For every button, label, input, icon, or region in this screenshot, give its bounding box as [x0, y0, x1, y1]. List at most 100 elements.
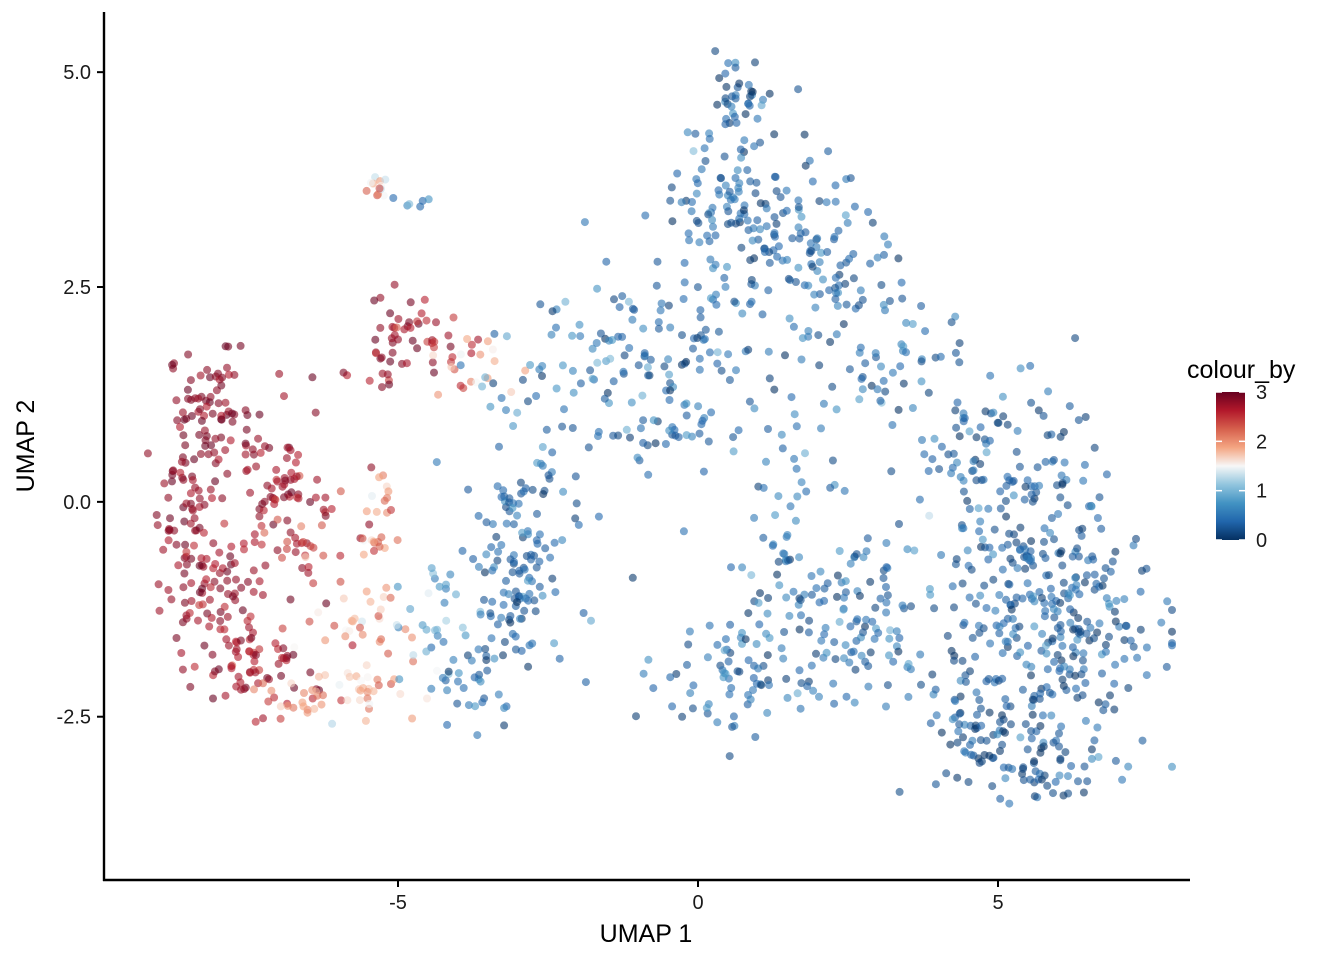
scatter-point — [1005, 799, 1014, 808]
scatter-point — [247, 633, 256, 642]
scatter-point — [715, 74, 724, 83]
scatter-point — [746, 256, 755, 265]
scatter-point — [682, 411, 691, 420]
scatter-point — [208, 409, 217, 418]
scatter-point — [600, 394, 609, 403]
scatter-point — [793, 689, 802, 698]
scatter-point — [401, 625, 410, 634]
scatter-point — [226, 436, 235, 445]
scatter-point — [1040, 524, 1049, 533]
scatter-point — [506, 618, 515, 627]
scatter-point — [319, 505, 328, 514]
scatter-point — [817, 424, 825, 433]
scatter-point — [368, 492, 376, 500]
scatter-point — [1028, 497, 1037, 506]
scatter-point — [982, 448, 991, 457]
scatter-point — [195, 430, 204, 439]
scatter-point — [735, 667, 744, 676]
scatter-point — [174, 561, 183, 570]
scatter-point — [703, 653, 712, 662]
scatter-point — [541, 544, 550, 553]
scatter-point — [898, 601, 907, 610]
scatter-point — [224, 641, 233, 650]
scatter-point — [490, 329, 499, 338]
scatter-point — [1030, 757, 1039, 766]
x-tick-label: 5 — [992, 892, 1003, 914]
scatter-point — [770, 385, 779, 394]
scatter-point — [561, 297, 570, 306]
scatter-point — [420, 295, 429, 304]
scatter-point — [794, 263, 803, 272]
scatter-point — [483, 337, 492, 346]
scatter-point — [1129, 642, 1138, 651]
scatter-point — [746, 177, 755, 186]
scatter-point — [382, 583, 391, 592]
scatter-point — [989, 550, 998, 559]
scatter-point — [386, 357, 395, 366]
scatter-point — [182, 548, 191, 556]
scatter-point — [304, 563, 313, 571]
scatter-point — [638, 391, 647, 400]
scatter-point — [892, 627, 901, 636]
scatter-point — [467, 656, 476, 665]
scatter-point — [1168, 762, 1176, 771]
scatter-point — [194, 616, 202, 625]
scatter-point — [800, 130, 809, 139]
scatter-point — [178, 618, 187, 627]
scatter-point — [741, 635, 750, 644]
scatter-point — [762, 222, 771, 231]
scatter-point — [1016, 648, 1025, 657]
scatter-point — [842, 692, 851, 701]
scatter-point — [343, 696, 352, 705]
scatter-point — [696, 313, 705, 322]
scatter-point — [223, 363, 231, 372]
scatter-point — [1027, 734, 1036, 743]
scatter-point — [1009, 630, 1018, 639]
scatter-point — [387, 334, 396, 343]
scatter-point — [270, 500, 279, 509]
scatter-point — [438, 673, 447, 682]
scatter-point — [291, 548, 300, 557]
scatter-point — [817, 636, 826, 645]
scatter-point — [264, 697, 273, 706]
scatter-point — [594, 432, 602, 441]
scatter-point — [763, 708, 772, 717]
scatter-point — [282, 545, 291, 553]
scatter-point — [1043, 665, 1052, 674]
scatter-point — [1005, 580, 1014, 589]
legend-tick-label: 1 — [1256, 481, 1267, 503]
scatter-point — [965, 427, 974, 436]
scatter-point — [850, 698, 859, 707]
scatter-point — [738, 309, 747, 318]
scatter-point — [313, 475, 322, 484]
scatter-point — [422, 316, 431, 325]
scatter-point — [548, 448, 557, 457]
scatter-point — [628, 315, 637, 324]
scatter-point — [238, 606, 247, 615]
scatter-point — [902, 318, 911, 327]
scatter-point — [488, 345, 497, 354]
scatter-point — [1078, 524, 1087, 533]
scatter-point — [982, 736, 991, 745]
scatter-point — [1110, 607, 1119, 616]
scatter-point — [533, 509, 541, 518]
scatter-point — [452, 590, 460, 599]
scatter-point — [898, 294, 907, 303]
scatter-point — [187, 554, 196, 563]
scatter-point — [535, 557, 544, 566]
scatter-point — [750, 513, 759, 522]
scatter-point — [527, 555, 535, 564]
scatter-point — [210, 448, 219, 457]
scatter-point — [461, 631, 470, 640]
scatter-point — [528, 485, 537, 494]
scatter-point — [876, 594, 885, 603]
scatter-point — [744, 609, 753, 618]
scatter-point — [1043, 431, 1052, 440]
scatter-point — [552, 323, 560, 332]
scatter-point — [542, 425, 551, 434]
scatter-point — [416, 202, 425, 211]
scatter-point — [1048, 634, 1057, 643]
scatter-point — [251, 717, 260, 726]
scatter-point — [960, 618, 969, 627]
scatter-point — [201, 441, 210, 450]
